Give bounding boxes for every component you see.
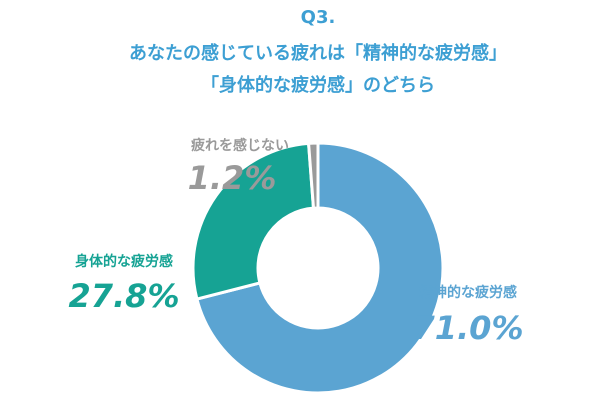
donut-segment [306, 141, 320, 210]
category-label: 身体的な疲労感 [75, 253, 173, 270]
chart-title: 「身体的な疲労感」のどちら [201, 74, 435, 96]
value-label: 27.8% [68, 277, 179, 315]
donut-segment [191, 141, 316, 301]
donut-segment [195, 141, 445, 395]
category-label: 精神的な疲労感 [419, 284, 517, 301]
chart-title: Q3. [301, 7, 336, 28]
value-label: 1.2% [188, 159, 277, 197]
value-label: 71.0% [412, 309, 523, 347]
category-label: 疲れを感じない [191, 137, 289, 154]
chart-title: あなたの感じている疲れは「精神的な疲労感」 [129, 42, 507, 64]
